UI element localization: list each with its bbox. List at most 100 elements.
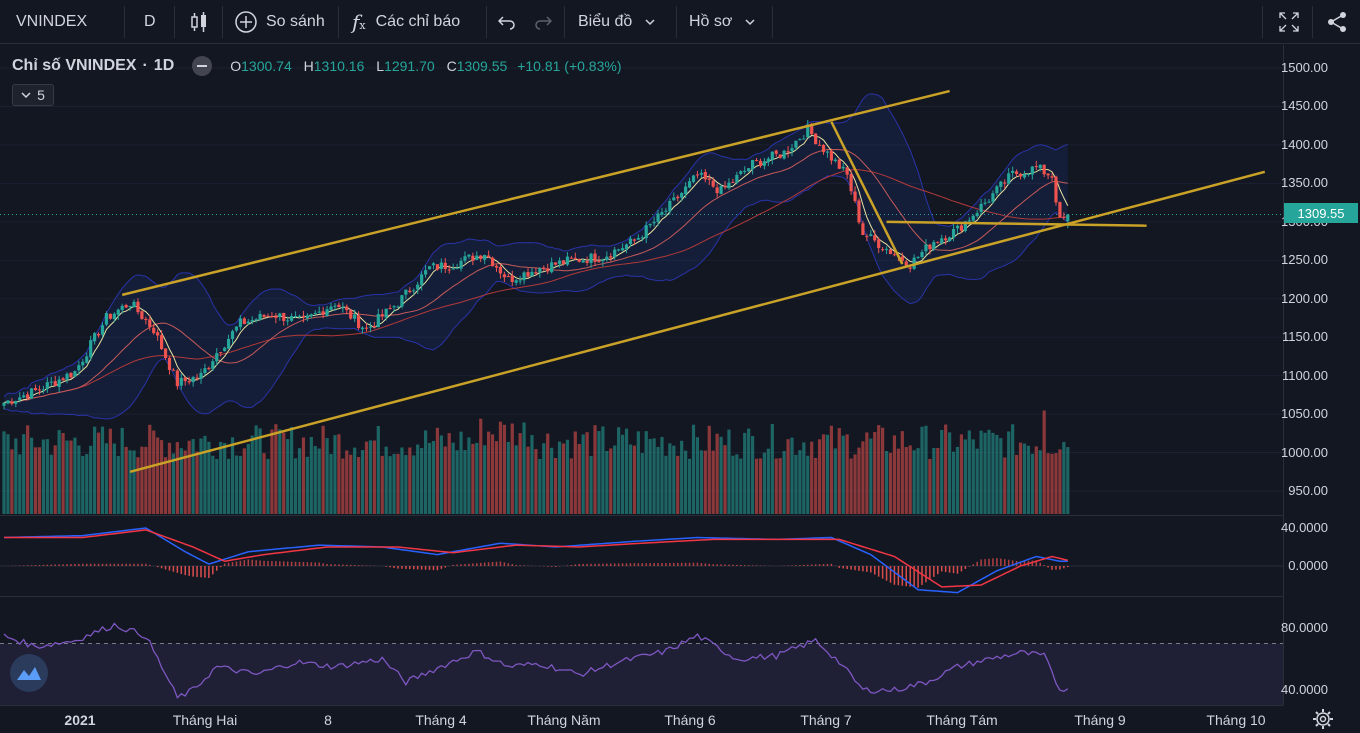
candle-body — [262, 315, 266, 317]
volume-bar — [376, 425, 380, 514]
volume-bar — [593, 425, 597, 514]
candle-body — [928, 244, 932, 250]
volume-bar — [790, 437, 794, 514]
candle-body — [250, 319, 254, 322]
volume-bar — [132, 450, 136, 514]
volume-bar — [144, 446, 148, 514]
candle-body — [719, 185, 723, 194]
chart-svg[interactable] — [0, 45, 1283, 705]
volume-bar — [506, 441, 510, 514]
volume-bar — [652, 438, 656, 514]
candle-body — [26, 394, 30, 399]
candle-body — [987, 201, 991, 203]
price-axis-label: 1200.00 — [1281, 290, 1328, 306]
fullscreen-button[interactable] — [1278, 0, 1300, 44]
candle-body — [892, 254, 897, 256]
trendline-support — [886, 220, 1147, 227]
candle-body — [136, 301, 140, 313]
candle-body — [317, 311, 321, 313]
volume-bar — [510, 423, 514, 514]
volume-bar — [234, 455, 239, 514]
volume-bar — [317, 448, 321, 514]
profile-menu-button[interactable]: Hồ sơ — [689, 0, 756, 44]
time-axis-label: Tháng Tám — [926, 712, 998, 728]
candle-body — [518, 280, 522, 282]
hide-series-icon[interactable] — [192, 56, 213, 76]
volume-bar — [427, 442, 432, 514]
volume-bar — [321, 425, 325, 514]
volume-bar — [309, 436, 313, 514]
candle-body — [636, 238, 640, 240]
candle-body — [691, 175, 696, 182]
volume-bar — [286, 439, 290, 514]
candle-body — [672, 197, 676, 201]
candle-body — [498, 266, 503, 274]
volume-bar — [747, 428, 751, 514]
candle-body — [762, 161, 767, 166]
volume-bar — [278, 429, 282, 514]
tradingview-logo[interactable] — [10, 654, 48, 692]
candle-body — [14, 400, 18, 404]
compare-button[interactable]: So sánh — [234, 0, 325, 44]
close-value: 1309.55 — [456, 58, 508, 74]
volume-bar — [573, 431, 577, 514]
share-button[interactable] — [1326, 0, 1348, 44]
candle-body — [270, 315, 274, 317]
chart-plot-area[interactable] — [0, 45, 1283, 705]
volume-bar — [778, 458, 782, 514]
compare-label: So sánh — [266, 13, 325, 30]
volume-bar — [77, 445, 81, 514]
candle-body — [845, 167, 849, 175]
candle-body — [463, 256, 467, 261]
chart-style-button[interactable] — [188, 0, 210, 44]
candle-body — [1046, 173, 1050, 176]
volume-bar — [884, 450, 889, 514]
candle-body — [219, 352, 223, 354]
volume-bar — [242, 448, 246, 514]
candle-body — [814, 133, 818, 145]
candle-body — [1022, 174, 1027, 178]
volume-bar — [435, 427, 439, 514]
interval-button[interactable]: D — [144, 0, 156, 44]
candle-body — [144, 318, 148, 321]
price-axis[interactable]: 1500.001450.001400.001350.001300.001250.… — [1281, 45, 1360, 705]
symbol-search-button[interactable]: VNINDEX — [16, 0, 87, 44]
volume-bar — [258, 428, 262, 514]
volume-bar — [711, 450, 715, 514]
candle-body — [888, 249, 893, 254]
volume-bar — [770, 424, 774, 514]
volume-bar — [128, 450, 132, 514]
redo-button[interactable] — [534, 0, 552, 44]
chart-menu-button[interactable]: Biểu đồ — [578, 0, 656, 44]
volume-bar — [423, 430, 428, 514]
candle-body — [1054, 176, 1058, 203]
candle-body — [396, 306, 400, 308]
gear-icon[interactable] — [1312, 708, 1334, 730]
candle-body — [963, 221, 967, 231]
volume-bar — [1014, 454, 1019, 514]
volume-bar — [187, 440, 191, 514]
volume-bar — [786, 439, 790, 514]
volume-bar — [617, 427, 621, 514]
candle-body — [825, 151, 830, 153]
candle-body — [971, 215, 975, 221]
candle-body — [400, 295, 404, 307]
candle-body — [483, 254, 487, 260]
candle-body — [546, 268, 550, 272]
undo-button[interactable] — [498, 0, 516, 44]
candle-body — [948, 237, 952, 242]
volume-bar — [120, 427, 124, 514]
high-value: 1310.16 — [313, 58, 365, 74]
candle-body — [660, 212, 664, 215]
candle-body — [908, 267, 912, 269]
volume-bar — [1042, 410, 1046, 514]
indicators-button[interactable]: fx Các chỉ báo — [352, 0, 460, 44]
indicators-collapse-button[interactable]: 5 — [12, 84, 54, 106]
time-axis[interactable]: 2021 Tháng Hai 8 Tháng 4 Tháng Năm Tháng 6 Thá… — [0, 705, 1283, 733]
volume-bar — [916, 448, 920, 514]
candle-body — [175, 370, 179, 387]
candle-body — [735, 174, 739, 183]
candle-body — [384, 308, 388, 318]
candle-body — [790, 148, 794, 152]
candle-body — [293, 316, 298, 318]
